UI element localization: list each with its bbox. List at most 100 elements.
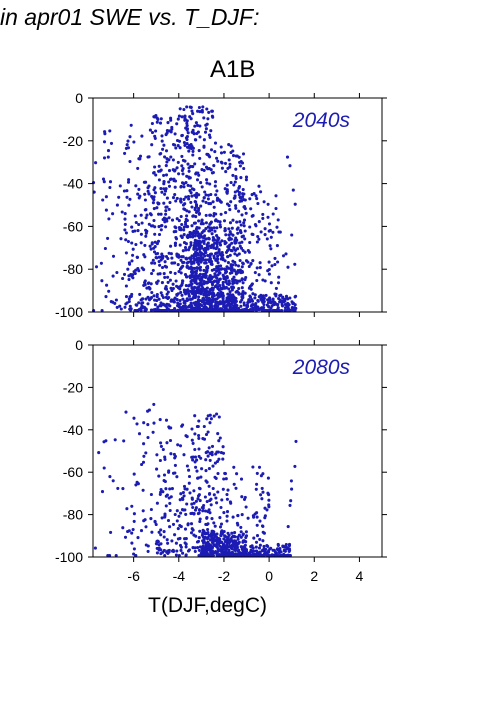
data-point [219, 151, 224, 155]
data-point [150, 261, 154, 265]
data-point [243, 291, 247, 295]
data-point [275, 244, 279, 248]
data-point [157, 202, 161, 206]
data-point [103, 132, 107, 136]
data-point [160, 265, 165, 270]
data-point [197, 447, 201, 451]
data-point [228, 243, 232, 247]
data-point [150, 271, 154, 276]
data-point [201, 531, 205, 535]
data-point [139, 241, 143, 245]
data-point [171, 522, 176, 526]
data-point [240, 235, 244, 239]
data-point [189, 200, 193, 204]
data-point [164, 209, 168, 213]
data-point [197, 207, 201, 211]
data-point [197, 433, 201, 438]
data-point [191, 149, 195, 153]
data-point [192, 270, 196, 274]
data-point [220, 161, 224, 165]
data-point [285, 296, 289, 300]
data-point [155, 120, 159, 124]
data-point [162, 530, 166, 534]
data-point [231, 154, 236, 158]
data-point [183, 527, 188, 531]
data-point [220, 252, 224, 256]
data-point [222, 511, 226, 515]
data-point [104, 295, 108, 299]
data-point [125, 507, 129, 511]
data-point [165, 493, 169, 497]
data-point [157, 255, 161, 259]
data-point [191, 505, 195, 510]
data-point [175, 298, 179, 302]
data-point [175, 166, 179, 170]
data-point [187, 210, 191, 214]
x-tick-label: 4 [356, 568, 364, 584]
data-point [102, 140, 107, 144]
data-point [197, 105, 201, 110]
data-point [234, 290, 238, 294]
data-point [211, 115, 215, 119]
data-point [225, 519, 229, 523]
data-point [167, 184, 172, 188]
data-point [122, 189, 126, 193]
data-point [288, 296, 292, 300]
data-point [168, 525, 172, 529]
data-point [233, 546, 237, 550]
data-point [234, 486, 238, 490]
data-point [237, 186, 241, 190]
data-point [251, 214, 255, 218]
data-point [245, 303, 249, 307]
data-point [167, 426, 172, 430]
data-point [179, 511, 183, 515]
data-point [161, 550, 165, 554]
data-point [215, 269, 219, 273]
data-point [214, 308, 218, 312]
data-point [184, 248, 188, 252]
data-point [142, 442, 146, 446]
y-tick-label: -20 [63, 379, 83, 395]
data-point [257, 465, 262, 469]
data-point [139, 298, 143, 302]
data-point [155, 116, 159, 120]
data-point [166, 541, 170, 545]
data-point [159, 533, 163, 537]
data-point [207, 293, 211, 297]
data-point [137, 432, 142, 436]
data-point [213, 543, 217, 548]
data-point [219, 549, 223, 553]
data-point [286, 525, 290, 529]
data-point [152, 198, 156, 202]
data-point [200, 108, 204, 112]
data-point [206, 117, 210, 121]
data-point [214, 193, 218, 197]
data-point [212, 212, 216, 216]
data-point [209, 497, 213, 501]
data-point [201, 236, 206, 240]
data-point [191, 458, 195, 462]
data-point [194, 304, 198, 308]
data-point [197, 295, 201, 299]
data-point [262, 553, 266, 557]
data-point [168, 200, 172, 205]
data-point [137, 301, 141, 305]
data-point [228, 307, 232, 312]
data-point [213, 461, 217, 465]
data-point [166, 518, 171, 523]
data-point [215, 276, 219, 280]
data-point [200, 258, 204, 262]
data-point [257, 237, 261, 241]
data-point [122, 272, 127, 276]
data-point [258, 537, 262, 541]
data-point [134, 483, 138, 487]
data-point [267, 272, 271, 276]
data-point [115, 305, 119, 309]
data-point [186, 235, 190, 240]
data-point [239, 535, 243, 539]
data-point [151, 430, 155, 434]
data-point [102, 156, 107, 160]
data-point [207, 467, 211, 471]
data-point [158, 263, 162, 267]
data-point [202, 289, 206, 293]
